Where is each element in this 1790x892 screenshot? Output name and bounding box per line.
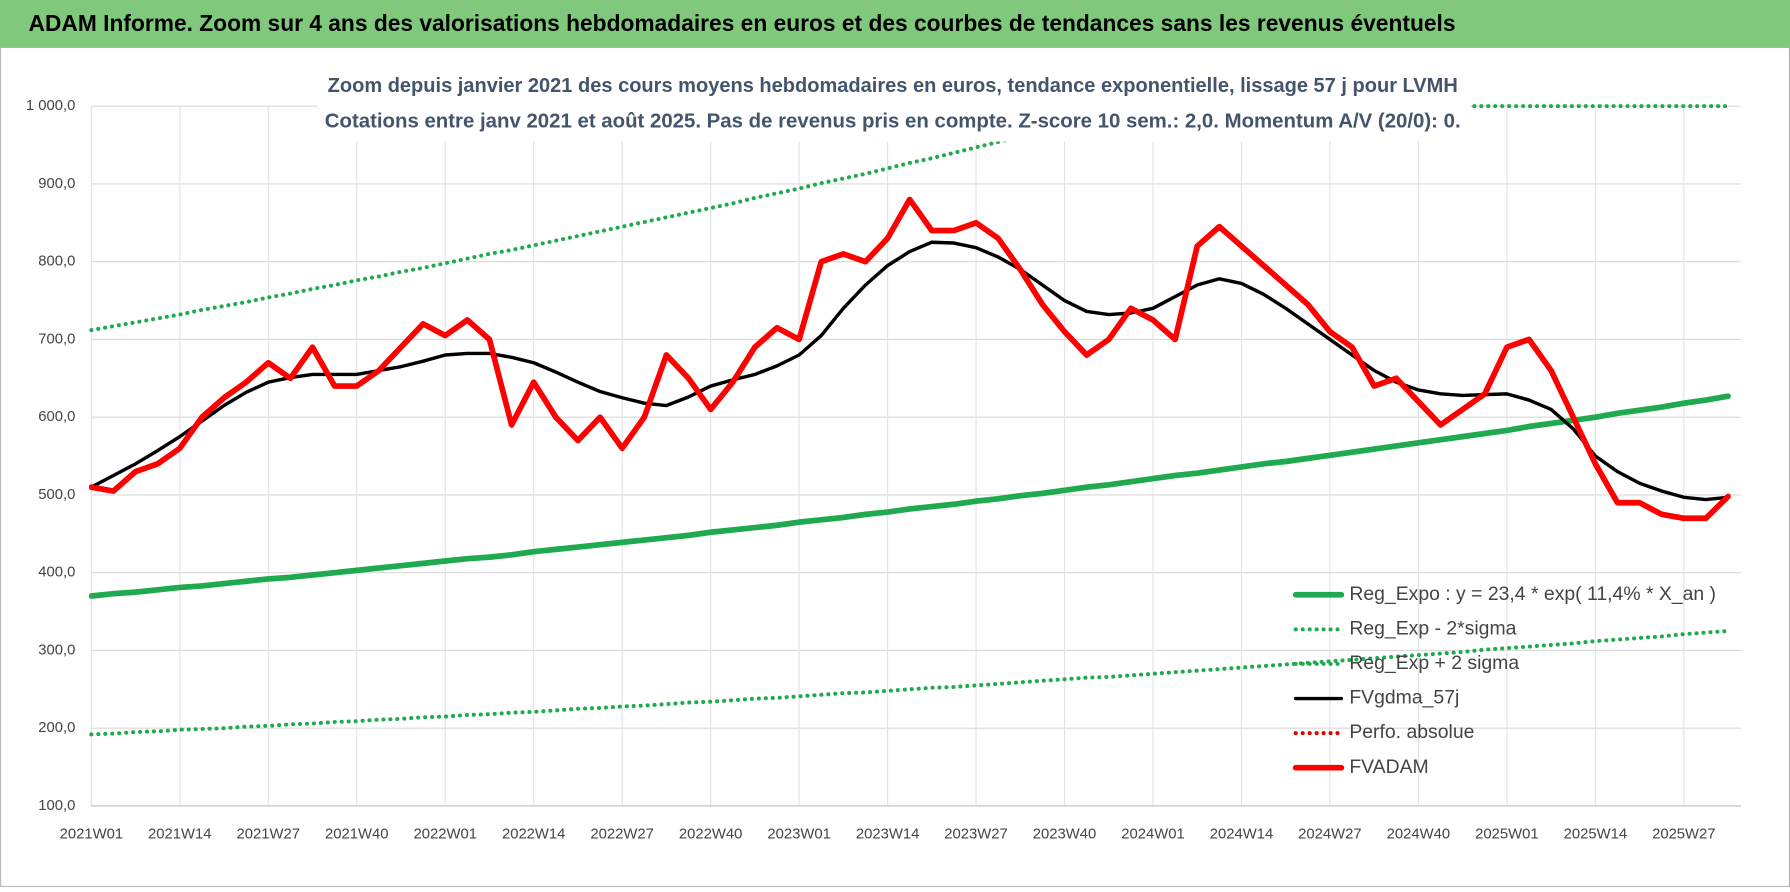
x-tick-label: 2022W01 [413,826,476,842]
x-tick-label: 2025W01 [1475,826,1538,842]
y-tick-label: 700,0 [38,331,75,347]
subtitle-box [317,66,1471,142]
y-tick-label: 500,0 [38,487,75,503]
y-tick-label: 600,0 [38,409,75,425]
x-tick-label: 2024W40 [1387,826,1450,842]
series-line [89,393,1731,599]
series-line [89,629,1731,737]
y-tick-label: 100,0 [38,798,75,814]
x-tick-label: 2022W40 [679,826,742,842]
y-tick-label: 1 000,0 [26,98,75,114]
chart-title: ADAM Informe. Zoom sur 4 ans des valoris… [29,10,1456,36]
subtitle-line: Cotations entre janv 2021 et août 2025. … [325,110,1461,133]
legend-label: Reg_Expo : y = 23,4 * exp( 11,4% * X_an … [1349,583,1716,605]
x-tick-label: 2023W14 [856,826,919,842]
series-line [89,240,1730,502]
y-tick-label: 400,0 [38,565,75,581]
y-tick-label: 900,0 [38,176,75,192]
x-tick-label: 2021W01 [60,826,123,842]
x-tick-label: 2023W27 [944,826,1007,842]
y-tick-label: 200,0 [38,720,75,736]
plot-lines [89,104,1731,737]
x-tick-label: 2025W14 [1564,826,1627,842]
legend-label: FVgdma_57j [1349,687,1459,709]
x-tick-label: 2021W14 [148,826,211,842]
series-line [89,196,1731,522]
x-tick-label: 2022W27 [590,826,653,842]
legend-label: Reg_Exp - 2*sigma [1349,617,1516,639]
legend-label: FVADAM [1349,756,1428,778]
x-tick-label: 2024W27 [1298,826,1361,842]
y-tick-label: 800,0 [38,254,75,270]
legend: Reg_Expo : y = 23,4 * exp( 11,4% * X_an … [1292,583,1716,778]
legend-label: Perfo. absolue [1349,721,1474,743]
x-tick-label: 2021W27 [237,826,300,842]
legend-label: Reg_Exp + 2 sigma [1349,652,1519,674]
x-tick-label: 2025W27 [1652,826,1715,842]
x-tick-label: 2022W14 [502,826,565,842]
x-tick-label: 2023W40 [1033,826,1096,842]
subtitle-line: Zoom depuis janvier 2021 des cours moyen… [328,74,1458,97]
header-bar [0,0,1790,48]
x-tick-label: 2024W01 [1121,826,1184,842]
x-tick-label: 2024W14 [1210,826,1273,842]
y-tick-label: 300,0 [38,642,75,658]
x-tick-label: 2021W40 [325,826,388,842]
x-tick-label: 2023W01 [767,826,830,842]
